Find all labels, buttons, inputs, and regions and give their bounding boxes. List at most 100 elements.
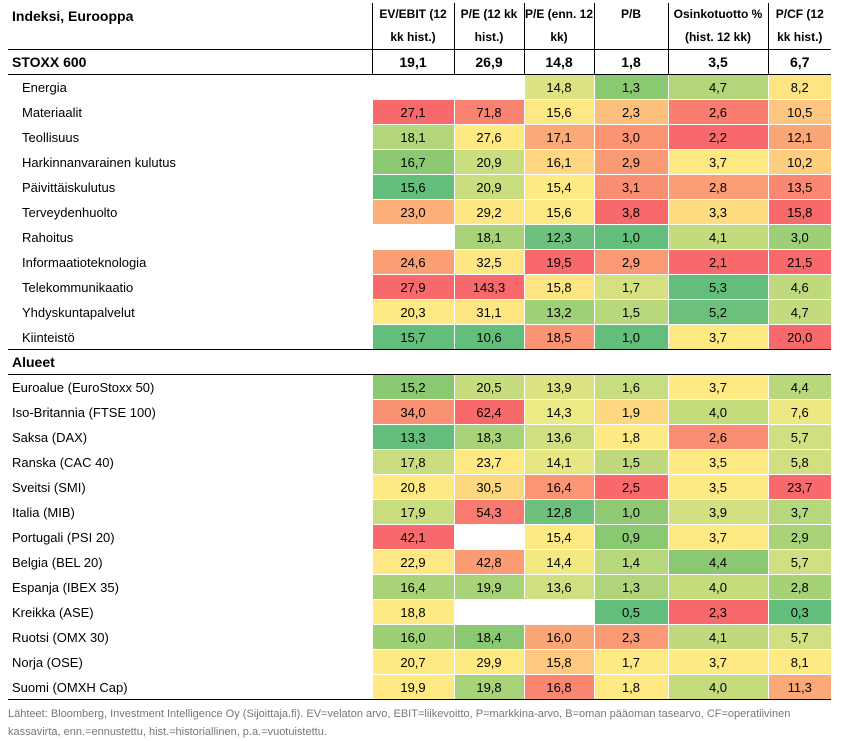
sector-label: Materiaalit [8, 99, 372, 125]
sector-value-cell: 20,0 [767, 324, 831, 350]
region-value-cell: 2,3 [593, 624, 668, 650]
region-value-cell: 34,0 [371, 399, 454, 425]
sector-value-cell: 15,6 [523, 99, 594, 125]
sector-value-cell [371, 74, 454, 100]
sector-row: Kiinteistö 15,7 10,6 18,5 1,0 3,7 20,0 [8, 324, 831, 350]
region-value-cell: 3,9 [667, 499, 768, 525]
section-header-row: Alueet [8, 349, 831, 375]
sector-row: Harkinnanvarainen kulutus 16,7 20,9 16,1 2,9… [8, 149, 831, 175]
region-value-cell: 1,3 [593, 574, 668, 600]
region-row: Euroalue (EuroStoxx 50) 15,2 20,5 13,9 1,6 3,… [8, 374, 831, 400]
region-value-cell [453, 524, 524, 550]
sector-value-cell: 3,8 [593, 199, 668, 225]
sector-value-cell: 1,0 [593, 224, 668, 250]
region-value-cell: 4,1 [667, 624, 768, 650]
sector-value-cell: 1,0 [593, 324, 668, 350]
sector-label: Yhdyskuntapalvelut [8, 299, 372, 325]
sector-label: Päivittäiskulutus [8, 174, 372, 200]
region-value-cell: 20,7 [371, 649, 454, 675]
region-value-cell: 16,4 [523, 474, 594, 500]
sector-value-cell: 15,8 [767, 199, 831, 225]
region-value-cell: 18,4 [453, 624, 524, 650]
sector-value-cell: 3,7 [667, 324, 768, 350]
region-row: Ranska (CAC 40) 17,8 23,7 14,1 1,5 3,5 5,8 [8, 449, 831, 475]
region-value-cell: 15,2 [371, 374, 454, 400]
region-label: Iso-Britannia (FTSE 100) [8, 399, 372, 425]
region-value-cell: 23,7 [767, 474, 831, 500]
sector-value-cell: 10,5 [767, 99, 831, 125]
sector-value-cell: 2,9 [593, 149, 668, 175]
region-label: Norja (OSE) [8, 649, 372, 675]
region-row: Suomi (OMXH Cap) 19,9 19,8 16,8 1,8 4,0 11,3 [8, 674, 831, 700]
region-label: Suomi (OMXH Cap) [8, 674, 372, 700]
region-value-cell: 3,7 [667, 374, 768, 400]
sector-label: Harkinnanvarainen kulutus [8, 149, 372, 175]
region-value-cell: 13,9 [523, 374, 594, 400]
region-value-cell: 11,3 [767, 674, 831, 700]
sector-value-cell: 31,1 [453, 299, 524, 325]
region-value-cell: 5,7 [767, 424, 831, 450]
region-value-cell: 23,7 [453, 449, 524, 475]
table-body: STOXX 600 19,1 26,9 14,8 1,8 3,5 6,7 Ene… [8, 49, 831, 700]
sector-value-cell: 15,8 [523, 274, 594, 300]
sector-value-cell: 16,7 [371, 149, 454, 175]
region-value-cell: 14,3 [523, 399, 594, 425]
sector-value-cell: 143,3 [453, 274, 524, 300]
region-label: Portugali (PSI 20) [8, 524, 372, 550]
sector-value-cell: 15,4 [523, 174, 594, 200]
table-title: Indeksi, Eurooppa [8, 3, 372, 50]
region-value-cell: 62,4 [453, 399, 524, 425]
sector-value-cell: 18,1 [371, 124, 454, 150]
column-header-pe-hist: P/E (12 kk hist.) [453, 3, 524, 50]
sector-value-cell: 3,0 [767, 224, 831, 250]
sector-value-cell: 71,8 [453, 99, 524, 125]
region-value-cell: 19,9 [371, 674, 454, 700]
region-value-cell: 2,6 [667, 424, 768, 450]
region-label: Sveitsi (SMI) [8, 474, 372, 500]
sector-value-cell: 14,8 [523, 74, 594, 100]
region-value-cell: 4,0 [667, 399, 768, 425]
region-value-cell: 18,8 [371, 599, 454, 625]
region-value-cell: 13,6 [523, 574, 594, 600]
sector-value-cell: 13,2 [523, 299, 594, 325]
source-footnote: Lähteet: Bloomberg, Investment Intellige… [8, 708, 791, 738]
sector-row: Rahoitus 18,1 12,3 1,0 4,1 3,0 [8, 224, 831, 250]
summary-value: 19,1 [371, 49, 454, 75]
sector-value-cell: 1,3 [593, 74, 668, 100]
region-value-cell: 30,5 [453, 474, 524, 500]
summary-value: 3,5 [667, 49, 768, 75]
region-value-cell: 17,8 [371, 449, 454, 475]
sector-value-cell: 21,5 [767, 249, 831, 275]
region-value-cell: 17,9 [371, 499, 454, 525]
sector-value-cell: 3,0 [593, 124, 668, 150]
region-label: Espanja (IBEX 35) [8, 574, 372, 600]
region-value-cell: 8,1 [767, 649, 831, 675]
sector-value-cell: 2,3 [593, 99, 668, 125]
region-value-cell: 5,7 [767, 624, 831, 650]
region-label: Ruotsi (OMX 30) [8, 624, 372, 650]
sector-value-cell: 2,1 [667, 249, 768, 275]
region-value-cell: 18,3 [453, 424, 524, 450]
region-value-cell: 1,5 [593, 449, 668, 475]
region-value-cell: 42,1 [371, 524, 454, 550]
region-value-cell: 1,8 [593, 424, 668, 450]
sector-value-cell: 4,7 [767, 299, 831, 325]
sector-value-cell: 13,5 [767, 174, 831, 200]
region-row: Sveitsi (SMI) 20,8 30,5 16,4 2,5 3,5 23,7 [8, 474, 831, 500]
region-label: Italia (MIB) [8, 499, 372, 525]
region-label: Ranska (CAC 40) [8, 449, 372, 475]
sector-label: Informaatioteknologia [8, 249, 372, 275]
sector-value-cell: 20,9 [453, 174, 524, 200]
sector-value-cell: 12,3 [523, 224, 594, 250]
summary-value: 26,9 [453, 49, 524, 75]
region-row: Espanja (IBEX 35) 16,4 19,9 13,6 1,3 4,0 2,8 [8, 574, 831, 600]
region-value-cell: 16,8 [523, 674, 594, 700]
sector-value-cell: 5,2 [667, 299, 768, 325]
sector-row: Materiaalit 27,1 71,8 15,6 2,3 2,6 10,5 [8, 99, 831, 125]
region-value-cell: 19,8 [453, 674, 524, 700]
region-value-cell: 13,6 [523, 424, 594, 450]
region-value-cell: 15,8 [523, 649, 594, 675]
region-value-cell: 20,8 [371, 474, 454, 500]
sector-value-cell: 4,6 [767, 274, 831, 300]
region-value-cell: 5,8 [767, 449, 831, 475]
